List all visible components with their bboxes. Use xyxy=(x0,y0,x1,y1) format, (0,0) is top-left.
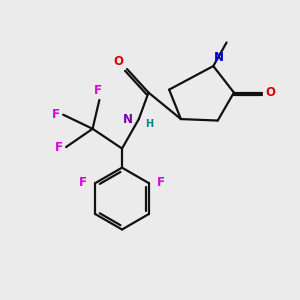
Text: F: F xyxy=(79,176,87,189)
Text: N: N xyxy=(123,113,133,126)
Text: F: F xyxy=(94,84,102,97)
Text: F: F xyxy=(157,176,165,189)
Text: N: N xyxy=(214,51,224,64)
Text: O: O xyxy=(266,86,275,99)
Text: F: F xyxy=(52,108,60,121)
Text: O: O xyxy=(113,55,124,68)
Text: H: H xyxy=(145,119,153,129)
Text: F: F xyxy=(55,141,62,154)
